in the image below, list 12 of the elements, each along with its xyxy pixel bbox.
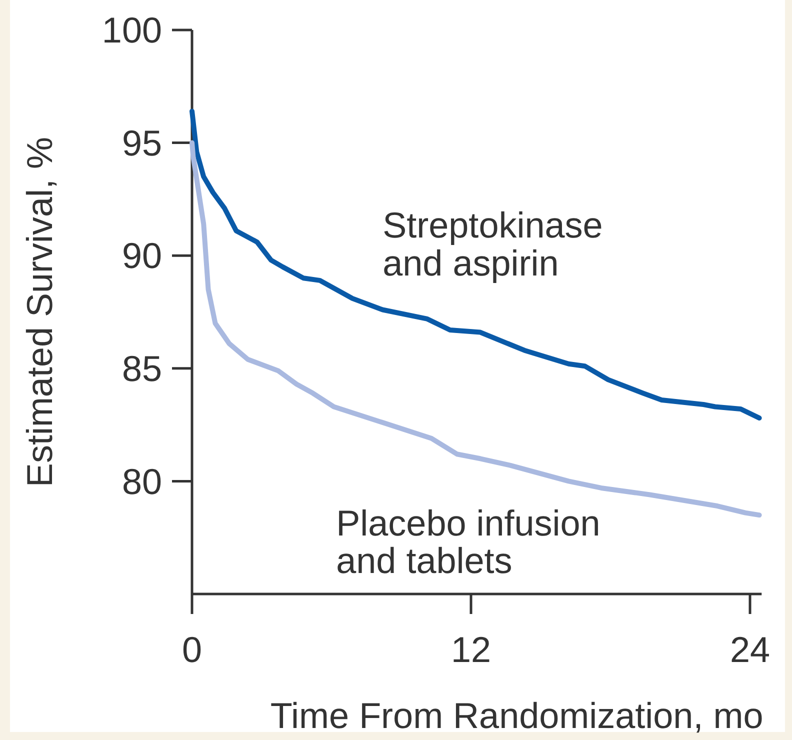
y-tick-label: 80 [122, 460, 162, 502]
y-tick-label: 90 [122, 235, 162, 276]
x-axis-title: Time From Randomization, mo [270, 695, 764, 736]
series-label: Streptokinase and aspirin [382, 204, 603, 284]
y-axis-title: Estimated Survival, % [19, 136, 60, 488]
x-tick-label: 0 [182, 629, 202, 670]
y-tick-label: 85 [122, 348, 162, 389]
x-tick-label: 24 [730, 629, 770, 670]
y-tick-label: 100 [102, 10, 162, 51]
x-tick-label: 12 [450, 629, 492, 670]
series-label: Placebo infusion and tablets [336, 502, 600, 582]
y-tick-label: 95 [122, 122, 162, 164]
